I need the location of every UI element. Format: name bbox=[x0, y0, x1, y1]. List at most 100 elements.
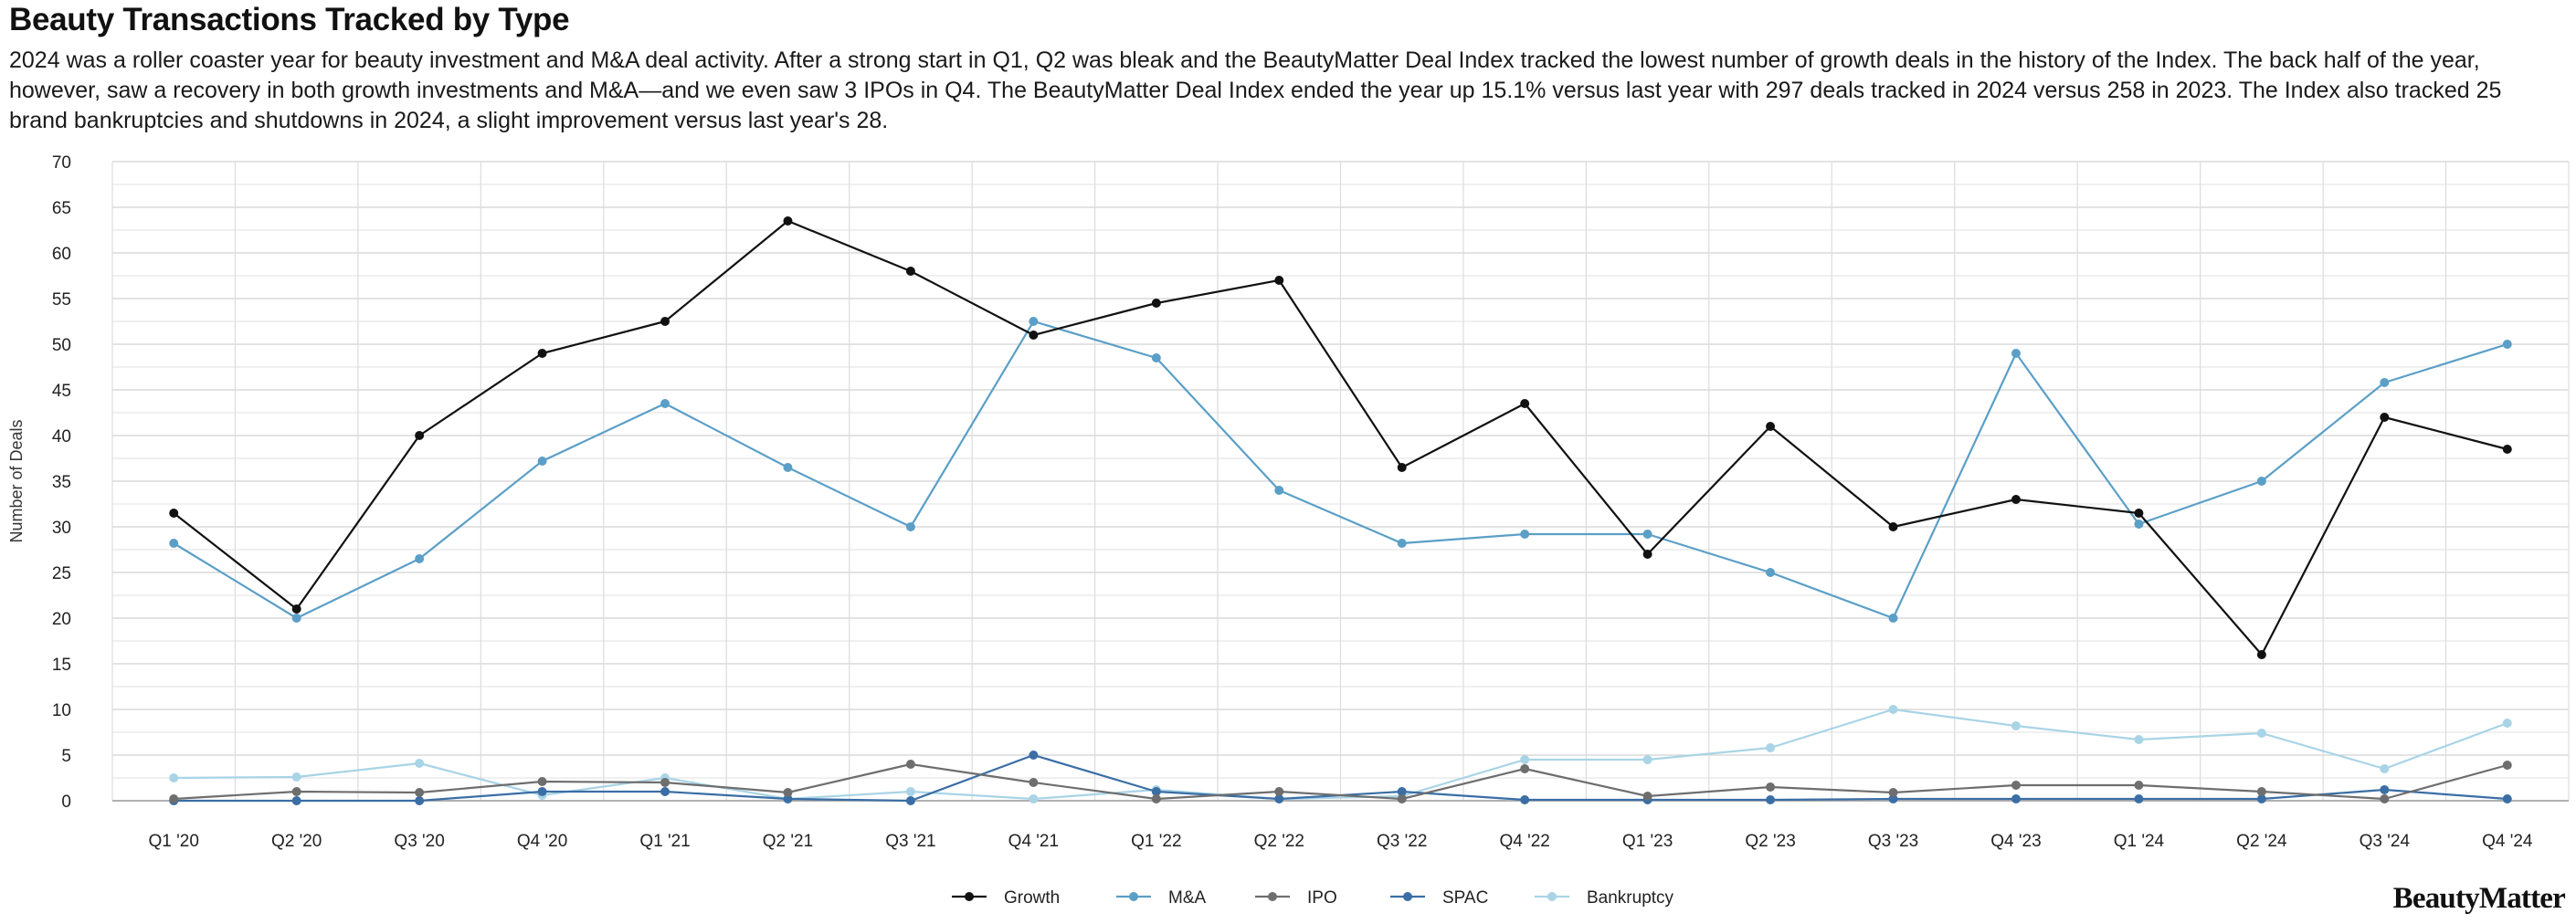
legend-swatch-marker bbox=[1403, 892, 1412, 901]
x-tick-label: Q1 '23 bbox=[1622, 832, 1673, 851]
y-tick-label: 5 bbox=[61, 747, 71, 766]
data-point bbox=[905, 522, 915, 531]
legend-swatch-marker bbox=[1129, 892, 1138, 901]
legend-swatch-marker bbox=[965, 892, 974, 901]
data-point bbox=[1520, 399, 1530, 408]
data-point bbox=[1520, 764, 1530, 773]
y-tick-label: 0 bbox=[61, 793, 71, 812]
data-point bbox=[537, 777, 547, 786]
y-tick-label: 60 bbox=[52, 245, 71, 264]
x-tick-label: Q2 '24 bbox=[2236, 832, 2287, 851]
series-line bbox=[173, 320, 2508, 620]
data-point bbox=[1520, 530, 1530, 539]
data-point bbox=[291, 772, 301, 782]
x-tick-label: Q4 '20 bbox=[517, 832, 567, 851]
data-point bbox=[2256, 729, 2266, 738]
chart-title: Beauty Transactions Tracked by Type bbox=[9, 2, 570, 37]
data-point bbox=[2134, 781, 2144, 790]
data-point bbox=[1766, 795, 1776, 804]
x-tick-label: Q3 '20 bbox=[394, 832, 444, 851]
legend-item: IPO bbox=[1255, 888, 1337, 908]
legend-swatch-marker bbox=[1547, 892, 1557, 901]
data-point bbox=[1888, 522, 1898, 531]
data-point bbox=[1029, 751, 1039, 760]
y-tick-label: 70 bbox=[52, 153, 71, 173]
data-point bbox=[1397, 787, 1407, 796]
x-tick-label: Q4 '23 bbox=[1990, 832, 2041, 851]
legend-label: Bankruptcy bbox=[1587, 888, 1674, 908]
data-point bbox=[660, 317, 670, 326]
data-point bbox=[2380, 413, 2390, 422]
data-point bbox=[415, 554, 425, 563]
data-point bbox=[169, 539, 179, 548]
data-point bbox=[1520, 795, 1530, 804]
legend-swatch-marker bbox=[1268, 892, 1277, 901]
legend-item: SPAC bbox=[1390, 888, 1488, 908]
data-point bbox=[783, 216, 793, 226]
data-point bbox=[2011, 781, 2021, 790]
data-point bbox=[2011, 721, 2021, 730]
legend-label: IPO bbox=[1307, 888, 1337, 908]
data-point bbox=[2502, 719, 2512, 728]
grid-layer bbox=[111, 161, 2570, 802]
data-point bbox=[1151, 794, 1161, 803]
x-tick-label: Q4 '21 bbox=[1008, 832, 1059, 851]
y-tick-label: 40 bbox=[52, 427, 71, 446]
legend-item: M&A bbox=[1116, 888, 1207, 908]
data-point bbox=[169, 794, 179, 803]
legend-item: Bankruptcy bbox=[1535, 888, 1674, 908]
data-point bbox=[2380, 378, 2390, 387]
x-tick-label: Q4 '22 bbox=[1499, 832, 1549, 851]
data-point bbox=[415, 788, 425, 797]
data-point bbox=[1151, 787, 1161, 796]
brand-logo: BeautyMatter bbox=[2392, 882, 2566, 915]
data-point bbox=[1766, 743, 1776, 752]
series-m-a bbox=[169, 317, 2512, 623]
x-tick-label: Q1 '20 bbox=[149, 832, 199, 851]
data-point bbox=[2380, 794, 2390, 803]
data-point bbox=[2134, 735, 2144, 744]
data-point bbox=[1642, 550, 1652, 559]
data-point bbox=[291, 604, 301, 614]
data-point bbox=[415, 431, 425, 440]
y-tick-label: 35 bbox=[52, 473, 71, 492]
data-point bbox=[2256, 787, 2266, 796]
data-point bbox=[415, 759, 425, 768]
data-point bbox=[2134, 509, 2144, 518]
data-point bbox=[2256, 650, 2266, 659]
data-point bbox=[169, 509, 179, 518]
data-point bbox=[2502, 445, 2512, 454]
data-point bbox=[660, 399, 670, 408]
data-point bbox=[415, 796, 425, 805]
data-point bbox=[783, 794, 793, 803]
data-point bbox=[1642, 755, 1652, 764]
series-layer bbox=[169, 216, 2512, 805]
data-point bbox=[905, 760, 915, 769]
y-tick-label: 50 bbox=[52, 336, 71, 355]
data-point bbox=[1274, 787, 1284, 796]
data-point bbox=[1274, 486, 1284, 495]
data-point bbox=[1151, 353, 1161, 362]
series-growth bbox=[169, 216, 2512, 659]
y-tick-label: 55 bbox=[52, 290, 71, 310]
data-point bbox=[660, 778, 670, 787]
data-point bbox=[905, 796, 915, 805]
data-point bbox=[1274, 276, 1284, 285]
x-tick-label: Q2 '22 bbox=[1254, 832, 1304, 851]
data-point bbox=[537, 787, 547, 796]
y-tick-label: 15 bbox=[52, 656, 71, 675]
data-point bbox=[2502, 761, 2512, 770]
y-tick-label: 30 bbox=[52, 519, 71, 538]
legend-item: Growth bbox=[952, 888, 1060, 908]
x-tick-label: Q3 '24 bbox=[2360, 832, 2411, 851]
y-tick-label: 20 bbox=[52, 610, 71, 629]
x-tick-label: Q2 '21 bbox=[763, 832, 813, 851]
data-point bbox=[905, 267, 915, 276]
legend-label: Growth bbox=[1004, 888, 1060, 908]
data-point bbox=[1274, 794, 1284, 803]
data-point bbox=[291, 614, 301, 623]
y-tick-label: 10 bbox=[52, 701, 71, 720]
data-point bbox=[1766, 568, 1776, 577]
data-point bbox=[2011, 495, 2021, 504]
